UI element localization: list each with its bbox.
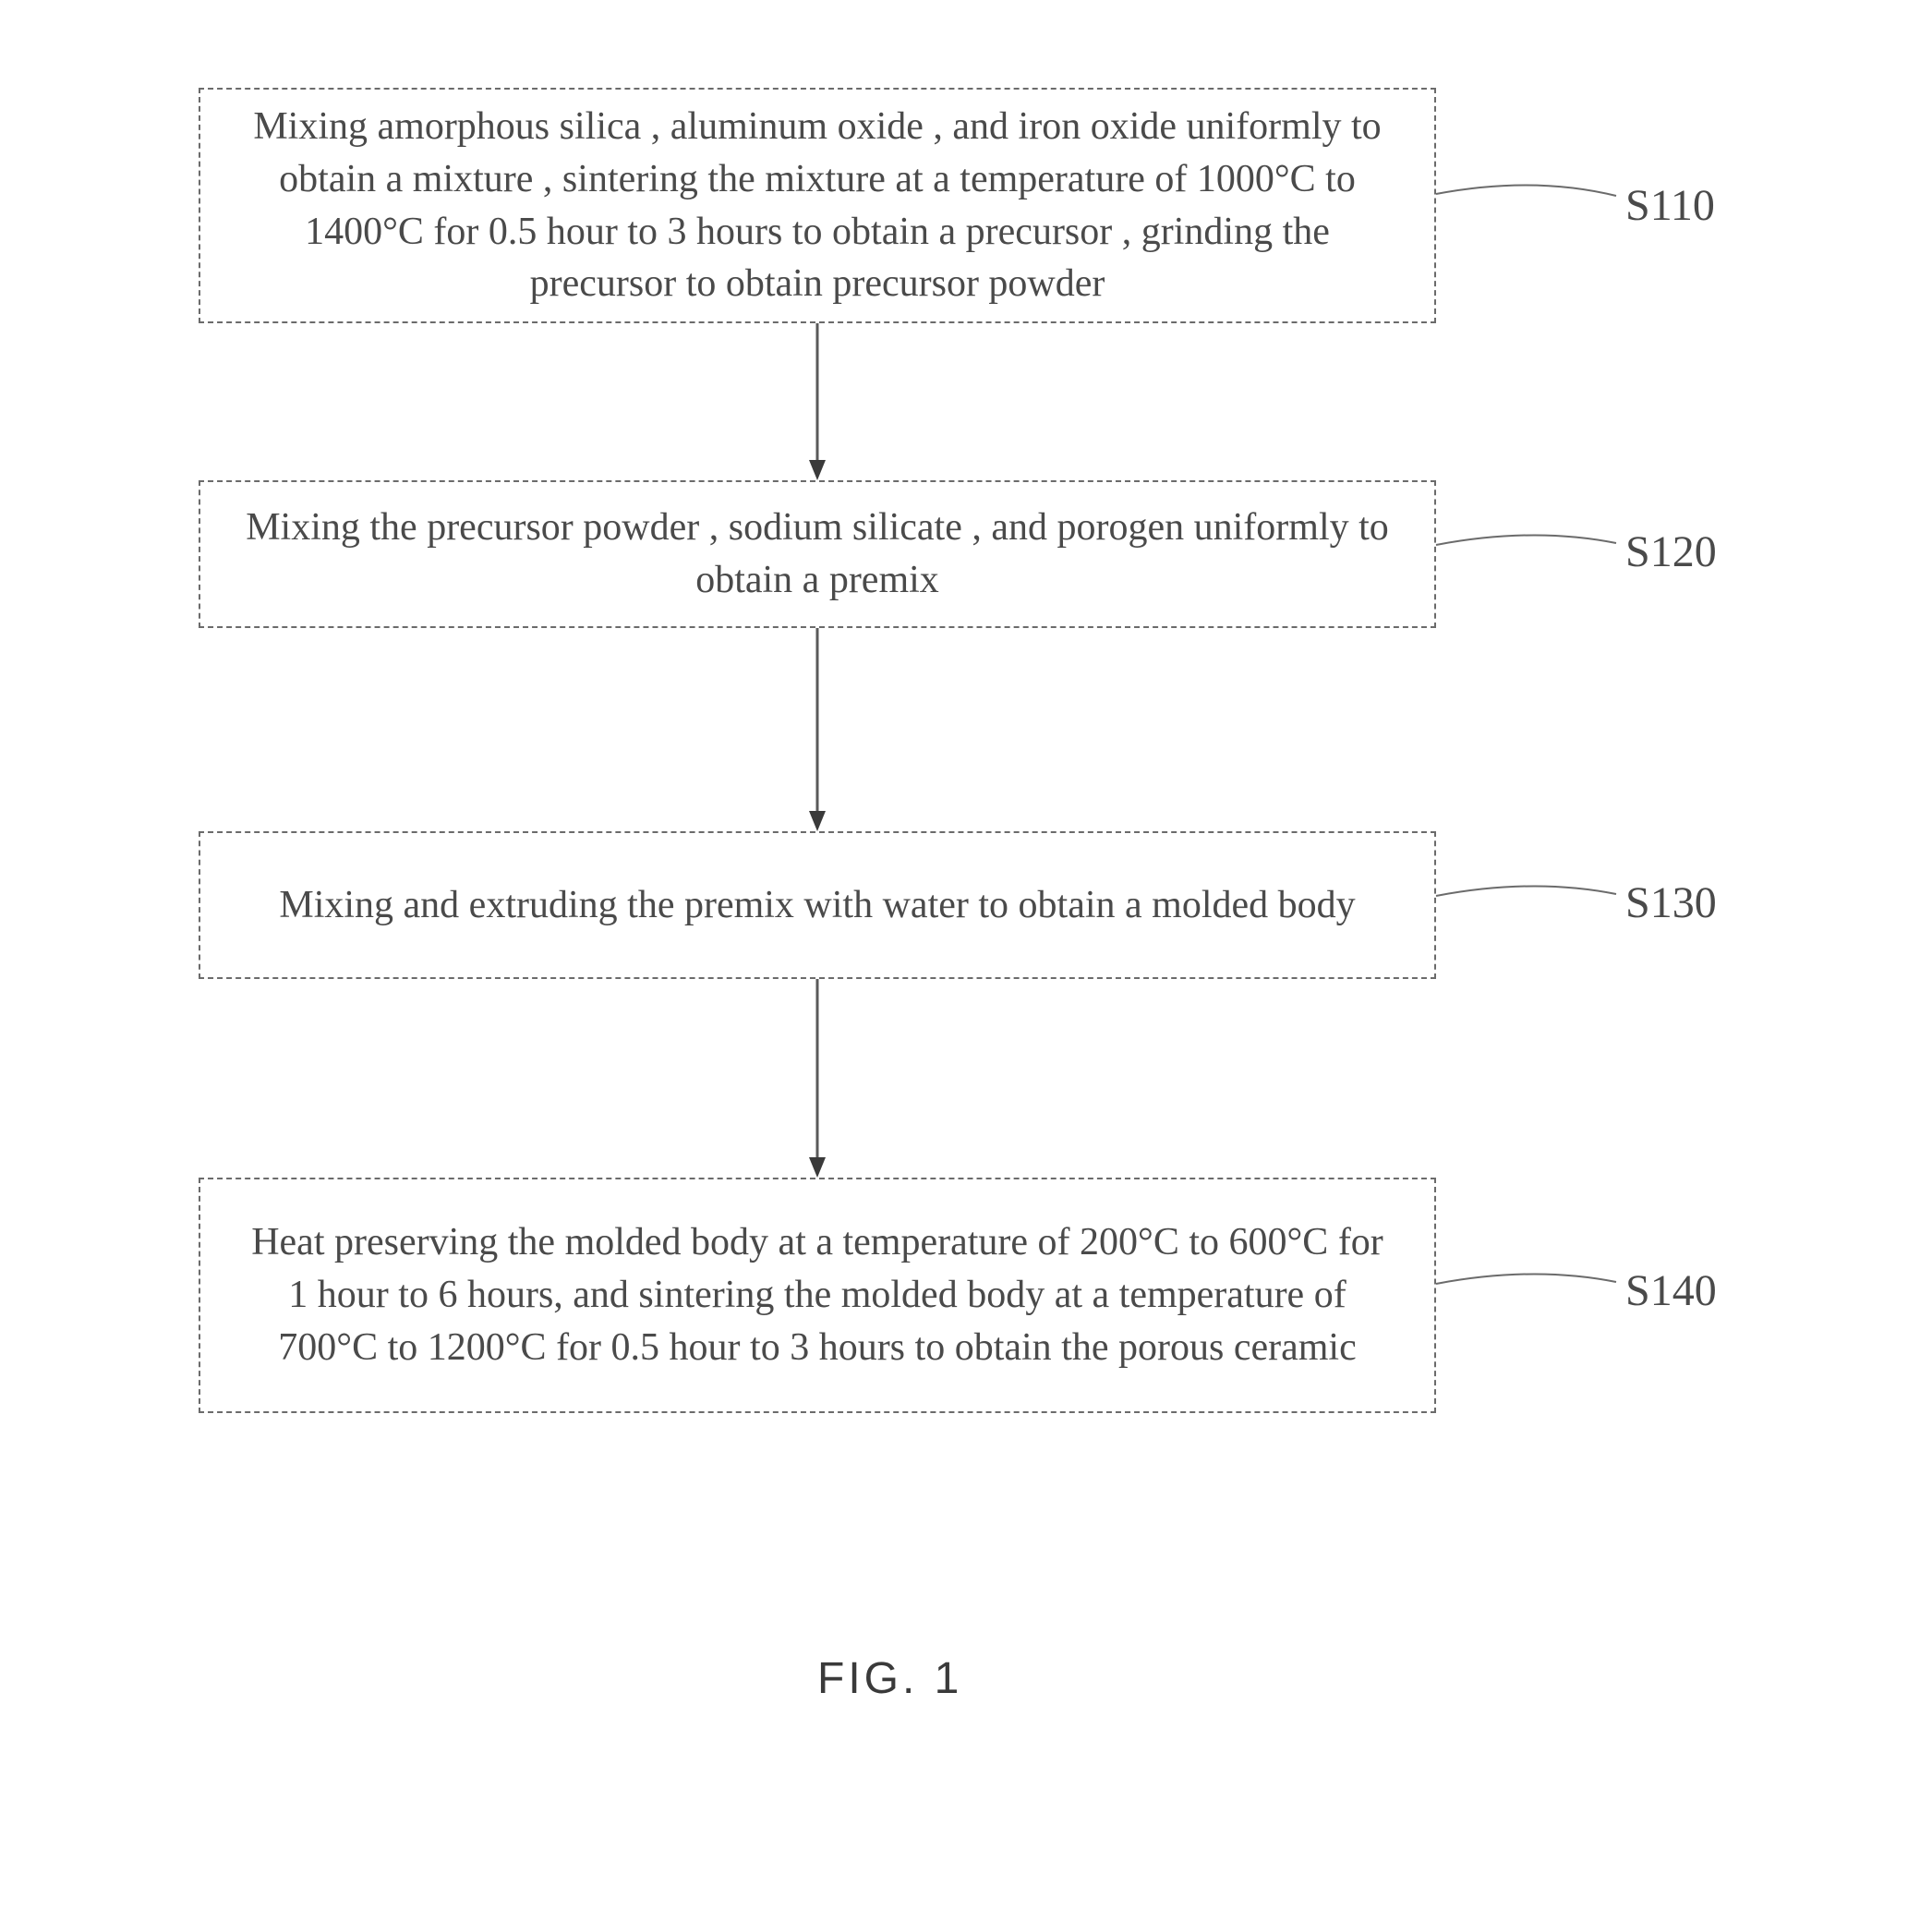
step-box-s120: Mixing the precursor powder , sodium sil… — [199, 480, 1436, 628]
step-label-s110: S110 — [1625, 180, 1715, 231]
step-text-s120: Mixing the precursor powder , sodium sil… — [237, 502, 1397, 606]
step-box-s110: Mixing amorphous silica , aluminum oxide… — [199, 88, 1436, 323]
connector-s140 — [1436, 1274, 1616, 1284]
step-label-s130: S130 — [1625, 877, 1717, 928]
flowchart-canvas: Mixing amorphous silica , aluminum oxide… — [0, 0, 1932, 1910]
connector-s110 — [1436, 185, 1616, 196]
connector-s120 — [1436, 535, 1616, 545]
figure-label: FIG. 1 — [817, 1653, 962, 1704]
arrow-1 — [809, 323, 826, 480]
connector-s130 — [1436, 886, 1616, 896]
step-text-s140: Heat preserving the molded body at a tem… — [237, 1216, 1397, 1373]
step-box-s130: Mixing and extruding the premix with wat… — [199, 831, 1436, 979]
step-box-s140: Heat preserving the molded body at a tem… — [199, 1178, 1436, 1413]
step-label-s120: S120 — [1625, 526, 1717, 577]
arrow-3 — [809, 979, 826, 1178]
arrow-2 — [809, 628, 826, 831]
step-label-s140: S140 — [1625, 1265, 1717, 1316]
step-text-s130: Mixing and extruding the premix with wat… — [279, 879, 1355, 932]
step-text-s110: Mixing amorphous silica , aluminum oxide… — [237, 101, 1397, 310]
